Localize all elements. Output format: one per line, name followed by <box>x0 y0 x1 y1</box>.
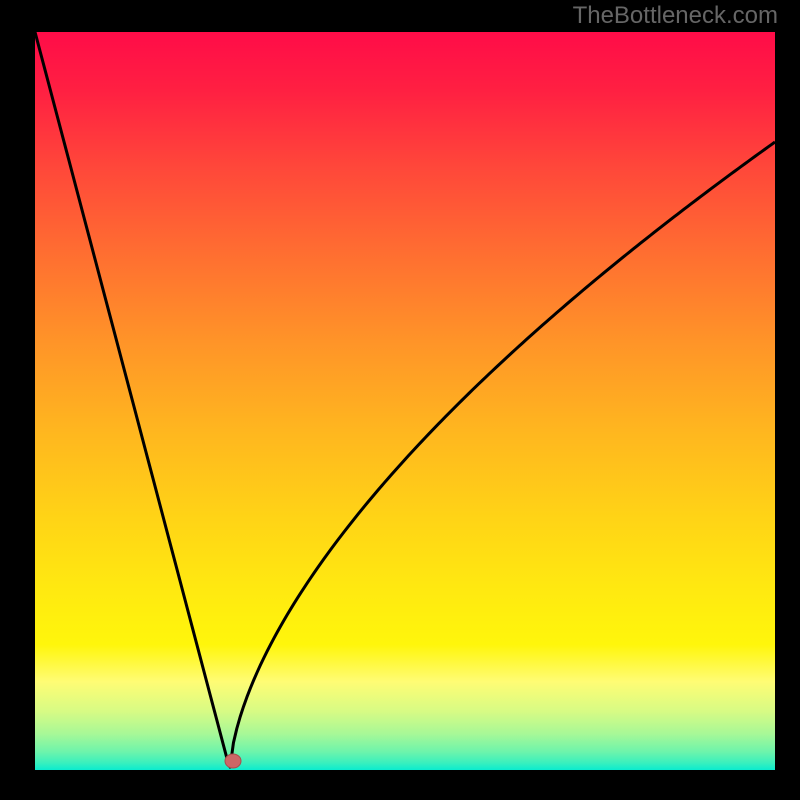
bottleneck-curve <box>35 32 775 770</box>
attribution-label: TheBottleneck.com <box>573 2 778 30</box>
plot-area <box>35 32 775 770</box>
chart-frame: TheBottleneck.com <box>0 0 800 800</box>
optimal-point-marker <box>225 754 241 768</box>
bottleneck-curve-path <box>35 32 775 767</box>
